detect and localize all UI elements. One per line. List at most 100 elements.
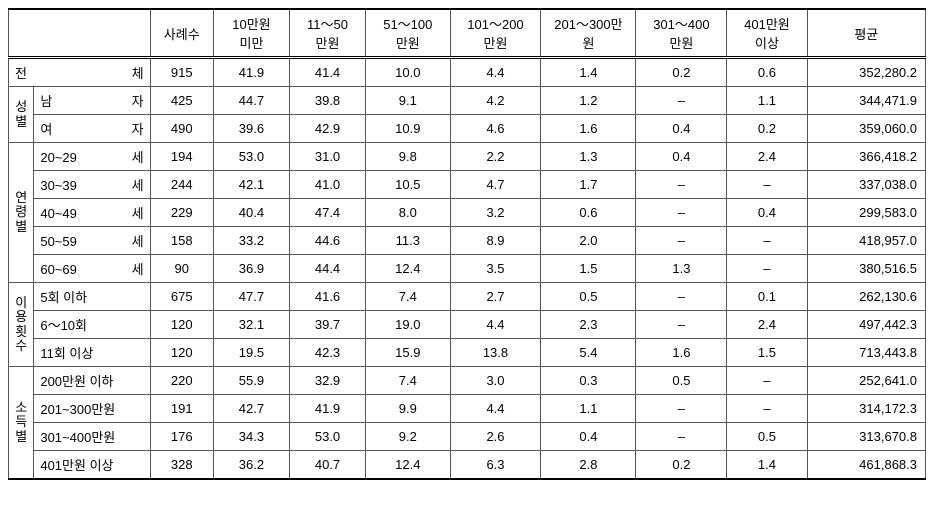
cell-avg: 418,957.0 bbox=[807, 227, 925, 255]
cell-avg: 497,442.3 bbox=[807, 311, 925, 339]
cell: 44.4 bbox=[289, 255, 365, 283]
row-a60: 60~69 세 90 36.9 44.4 12.4 3.5 1.5 1.3 – … bbox=[9, 255, 926, 283]
row-female: 여 자 490 39.6 42.9 10.9 4.6 1.6 0.4 0.2 3… bbox=[9, 115, 926, 143]
group-age: 연령별 bbox=[9, 143, 34, 283]
cell: 0.1 bbox=[727, 283, 807, 311]
row-a40: 40~49 세 229 40.4 47.4 8.0 3.2 0.6 – 0.4 … bbox=[9, 199, 926, 227]
cell: 41.4 bbox=[289, 58, 365, 87]
data-table: 사례수 10만원미만 11～50만원 51～100만원 101～200만원 20… bbox=[8, 8, 926, 480]
cell: 42.1 bbox=[213, 171, 289, 199]
cell: 53.0 bbox=[213, 143, 289, 171]
cell: 0.6 bbox=[727, 58, 807, 87]
cell: 2.7 bbox=[450, 283, 541, 311]
cell: 39.6 bbox=[213, 115, 289, 143]
row-i201: 201~300만원 191 42.7 41.9 9.9 4.4 1.1 – – … bbox=[9, 395, 926, 423]
label-i201: 201~300만원 bbox=[34, 395, 150, 423]
cell-avg: 461,868.3 bbox=[807, 451, 925, 480]
cell: 0.4 bbox=[636, 115, 727, 143]
cell: 0.2 bbox=[727, 115, 807, 143]
cell: 8.9 bbox=[450, 227, 541, 255]
cell: 1.6 bbox=[541, 115, 636, 143]
cell: 1.2 bbox=[541, 87, 636, 115]
cell: 31.0 bbox=[289, 143, 365, 171]
cell: 9.1 bbox=[366, 87, 451, 115]
cell: 2.0 bbox=[541, 227, 636, 255]
cell: 41.0 bbox=[289, 171, 365, 199]
cell: 2.3 bbox=[541, 311, 636, 339]
cell: 7.4 bbox=[366, 283, 451, 311]
cell-avg: 314,172.3 bbox=[807, 395, 925, 423]
cell: 194 bbox=[150, 143, 213, 171]
cell: 12.4 bbox=[366, 451, 451, 480]
cell: 3.5 bbox=[450, 255, 541, 283]
row-i301: 301~400만원 176 34.3 53.0 9.2 2.6 0.4 – 0.… bbox=[9, 423, 926, 451]
col-101-200: 101～200만원 bbox=[450, 9, 541, 58]
cell: 2.4 bbox=[727, 143, 807, 171]
cell: 40.4 bbox=[213, 199, 289, 227]
label-i200: 200만원 이하 bbox=[34, 367, 150, 395]
cell: 0.5 bbox=[541, 283, 636, 311]
cell-avg: 344,471.9 bbox=[807, 87, 925, 115]
cell: – bbox=[636, 171, 727, 199]
cell: 3.0 bbox=[450, 367, 541, 395]
cell-avg: 337,038.0 bbox=[807, 171, 925, 199]
cell: 44.7 bbox=[213, 87, 289, 115]
cell: 10.9 bbox=[366, 115, 451, 143]
cell: 4.4 bbox=[450, 58, 541, 87]
label-male: 남 자 bbox=[34, 87, 150, 115]
group-gender: 성별 bbox=[9, 87, 34, 143]
cell: 19.0 bbox=[366, 311, 451, 339]
cell: 6.3 bbox=[450, 451, 541, 480]
label-u6: 6～10회 bbox=[34, 311, 150, 339]
row-a30: 30~39 세 244 42.1 41.0 10.5 4.7 1.7 – – 3… bbox=[9, 171, 926, 199]
cell: 9.2 bbox=[366, 423, 451, 451]
cell: 4.2 bbox=[450, 87, 541, 115]
cell-avg: 352,280.2 bbox=[807, 58, 925, 87]
cell: 1.7 bbox=[541, 171, 636, 199]
cell: 13.8 bbox=[450, 339, 541, 367]
col-401-plus: 401만원이상 bbox=[727, 9, 807, 58]
row-i401: 401만원 이상 328 36.2 40.7 12.4 6.3 2.8 0.2 … bbox=[9, 451, 926, 480]
col-count: 사례수 bbox=[150, 9, 213, 58]
cell: 0.5 bbox=[727, 423, 807, 451]
cell: 1.4 bbox=[541, 58, 636, 87]
cell: 244 bbox=[150, 171, 213, 199]
row-u5: 이용횟수 5회 이하 675 47.7 41.6 7.4 2.7 0.5 – 0… bbox=[9, 283, 926, 311]
label-a30: 30~39 세 bbox=[34, 171, 150, 199]
cell-avg: 313,670.8 bbox=[807, 423, 925, 451]
cell: 915 bbox=[150, 58, 213, 87]
cell: 32.1 bbox=[213, 311, 289, 339]
cell: 42.3 bbox=[289, 339, 365, 367]
cell: 120 bbox=[150, 339, 213, 367]
cell: – bbox=[636, 227, 727, 255]
cell: – bbox=[727, 227, 807, 255]
cell: 9.8 bbox=[366, 143, 451, 171]
col-301-400: 301～400만원 bbox=[636, 9, 727, 58]
cell: – bbox=[636, 395, 727, 423]
cell: 36.2 bbox=[213, 451, 289, 480]
cell: 0.4 bbox=[541, 423, 636, 451]
cell-avg: 262,130.6 bbox=[807, 283, 925, 311]
cell: 7.4 bbox=[366, 367, 451, 395]
cell: – bbox=[636, 199, 727, 227]
cell: 5.4 bbox=[541, 339, 636, 367]
cell: 36.9 bbox=[213, 255, 289, 283]
cell: 220 bbox=[150, 367, 213, 395]
cell: 40.7 bbox=[289, 451, 365, 480]
cell: 41.9 bbox=[289, 395, 365, 423]
cell: 1.5 bbox=[727, 339, 807, 367]
row-u6: 6～10회 120 32.1 39.7 19.0 4.4 2.3 – 2.4 4… bbox=[9, 311, 926, 339]
header-blank bbox=[9, 9, 151, 58]
cell: 675 bbox=[150, 283, 213, 311]
cell: 19.5 bbox=[213, 339, 289, 367]
cell: – bbox=[727, 367, 807, 395]
cell: 2.6 bbox=[450, 423, 541, 451]
cell-avg: 380,516.5 bbox=[807, 255, 925, 283]
cell: 425 bbox=[150, 87, 213, 115]
cell: – bbox=[636, 283, 727, 311]
row-total: 전 체 915 41.9 41.4 10.0 4.4 1.4 0.2 0.6 3… bbox=[9, 58, 926, 87]
label-a20: 20~29 세 bbox=[34, 143, 150, 171]
cell: 1.3 bbox=[636, 255, 727, 283]
col-201-300: 201～300만원 bbox=[541, 9, 636, 58]
cell: 1.4 bbox=[727, 451, 807, 480]
